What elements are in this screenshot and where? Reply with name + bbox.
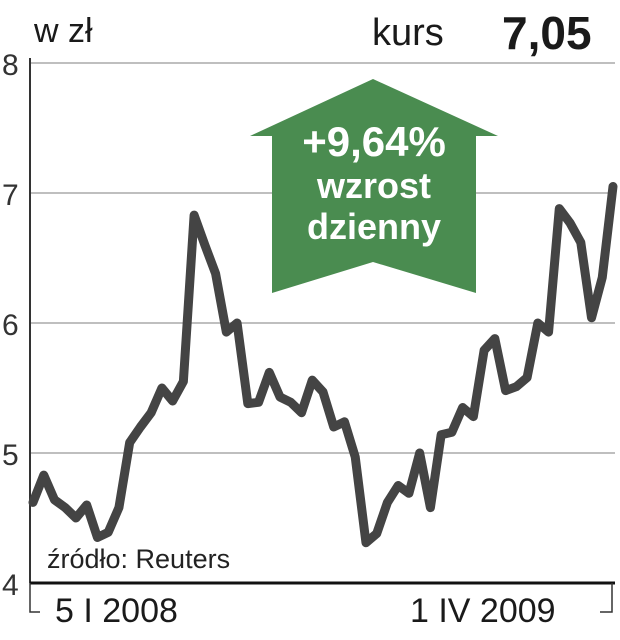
x-range-start-tick — [29, 583, 40, 613]
x-range-end-tick — [600, 583, 613, 613]
y-tick-label: 7 — [2, 179, 19, 212]
y-tick-label: 6 — [2, 309, 19, 342]
change-percent: +9,64% — [302, 118, 446, 165]
source-note: źródło: Reuters — [47, 544, 231, 575]
change-line2: dzienny — [306, 206, 441, 247]
y-tick-label: 5 — [2, 439, 19, 472]
x-tick-start: 5 I 2008 — [55, 592, 178, 630]
price-value: 7,05 — [502, 7, 592, 59]
change-line1: wzrost — [316, 165, 431, 206]
y-tick-label: 8 — [2, 49, 19, 82]
price-label: kurs — [372, 12, 444, 54]
change-badge: +9,64% wzrost dzienny — [250, 118, 498, 248]
y-tick-label: 4 — [2, 569, 19, 602]
unit-label: w zł — [34, 12, 93, 50]
arrow-up-icon — [250, 79, 498, 293]
x-tick-end: 1 IV 2009 — [410, 592, 556, 630]
